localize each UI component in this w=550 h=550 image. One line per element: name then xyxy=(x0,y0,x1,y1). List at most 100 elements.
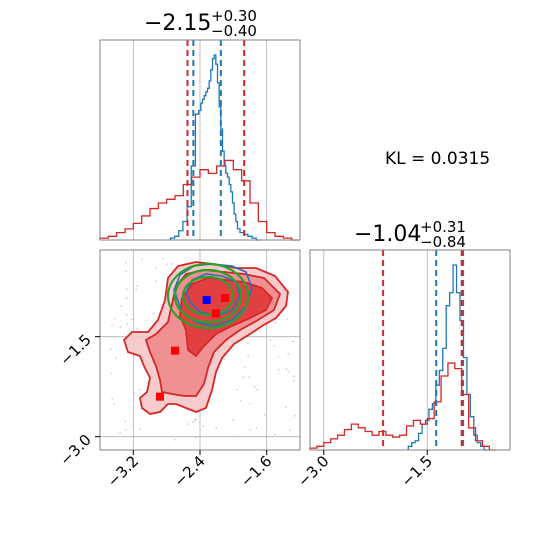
scatter-sample xyxy=(174,438,176,441)
scatter-sample xyxy=(126,314,128,317)
bottom-right-x-ticks: −3.0 −1.5 xyxy=(294,450,436,491)
scatter-sample xyxy=(269,339,272,342)
scatter-sample xyxy=(293,379,295,382)
top-left-title-value: −2.15 xyxy=(144,11,211,36)
top-left-hist-series-0 xyxy=(169,54,261,241)
scatter-sample xyxy=(125,270,127,273)
scatter-sample xyxy=(243,366,246,369)
scatter-sample xyxy=(239,399,242,402)
scatter-sample xyxy=(286,318,289,320)
top-left-title-upper: +0.30 xyxy=(211,7,257,25)
green-contour-inner xyxy=(181,275,235,317)
scatter-sample xyxy=(136,327,138,330)
scatter-sample xyxy=(293,375,295,378)
scatter-sample xyxy=(135,288,137,291)
scatter-sample xyxy=(166,263,168,266)
red-marker-4 xyxy=(156,392,164,401)
scatter-sample xyxy=(110,348,112,350)
scatter-sample xyxy=(247,342,249,345)
scatter-sample xyxy=(285,368,288,370)
scatter-sample xyxy=(124,429,127,431)
bottom-left-panel: −3.2 −2.4 −1.6 −1.5 −3.0 xyxy=(56,249,301,491)
bottom-left-y-ticks: −1.5 −3.0 xyxy=(56,331,100,469)
bottom-right-title-upper: +0.31 xyxy=(420,218,466,236)
scatter-sample xyxy=(171,263,173,265)
bottom-left-ytick-label-0: −1.5 xyxy=(56,331,94,369)
scatter-sample xyxy=(215,427,218,429)
scatter-sample xyxy=(125,296,128,299)
bottom-right-xtick-label-1: −1.5 xyxy=(398,452,436,490)
red-marker-1 xyxy=(221,294,229,302)
scatter-sample xyxy=(119,431,121,434)
scatter-sample xyxy=(232,418,234,421)
scatter-sample xyxy=(255,427,258,429)
bottom-left-x-ticks: −3.2 −2.4 −1.6 xyxy=(104,450,275,491)
bottom-right-quantile-lines xyxy=(382,250,465,450)
scatter-sample xyxy=(194,436,197,439)
scatter-sample xyxy=(254,386,256,388)
scatter-sample xyxy=(232,348,234,351)
top-left-frame xyxy=(99,39,301,241)
scatter-sample xyxy=(285,406,287,409)
scatter-sample xyxy=(120,305,123,308)
scatter-sample xyxy=(124,420,127,423)
scatter-sample xyxy=(263,413,266,416)
scatter-sample xyxy=(113,403,115,406)
scatter-sample xyxy=(110,372,113,375)
bottom-right-frame xyxy=(309,249,511,451)
bottom-left-markers xyxy=(156,294,229,401)
scatter-sample xyxy=(125,261,127,264)
scatter-sample xyxy=(202,425,204,428)
scatter-sample xyxy=(136,285,139,287)
kl-annotation: KL = 0.0315 xyxy=(385,149,490,169)
bottom-right-grid xyxy=(323,250,428,450)
scatter-sample xyxy=(242,376,245,378)
top-left-grid xyxy=(132,40,268,240)
scatter-sample xyxy=(187,423,189,426)
top-left-title-lower: −0.40 xyxy=(211,22,257,40)
scatter-sample xyxy=(249,429,252,431)
scatter-sample xyxy=(274,433,276,435)
scatter-sample xyxy=(138,388,141,391)
top-left-hist-series-1 xyxy=(99,159,300,241)
top-left-quantile-lines xyxy=(186,40,246,240)
scatter-sample xyxy=(248,376,250,379)
scatter-sample xyxy=(192,421,194,423)
scatter-sample xyxy=(248,402,251,405)
scatter-sample xyxy=(155,280,157,283)
scatter-sample xyxy=(139,428,142,430)
scatter-sample xyxy=(140,258,143,261)
scatter-sample xyxy=(289,429,291,432)
scatter-sample xyxy=(111,397,114,400)
blue-marker-0 xyxy=(202,296,211,304)
scatter-sample xyxy=(292,340,294,343)
green-contour-middle xyxy=(173,268,243,324)
bottom-left-density xyxy=(110,258,296,441)
bottom-left-xtick-label-0: −3.2 xyxy=(104,452,142,490)
scatter-sample xyxy=(195,418,197,420)
scatter-sample xyxy=(287,353,290,355)
scatter-sample xyxy=(274,321,276,324)
scatter-sample xyxy=(111,324,113,327)
top-left-histograms xyxy=(99,54,300,241)
bottom-right-title-value: −1.04 xyxy=(354,222,421,247)
bottom-left-xtick-label-2: −1.6 xyxy=(237,452,275,490)
green-contour-outer xyxy=(166,262,250,330)
scatter-sample xyxy=(132,330,135,332)
scatter-sample xyxy=(130,318,133,321)
scatter-sample xyxy=(194,419,197,421)
scatter-sample xyxy=(247,355,250,358)
scatter-sample xyxy=(273,345,276,347)
scatter-sample xyxy=(277,368,280,371)
scatter-sample xyxy=(119,326,122,328)
scatter-sample xyxy=(152,312,155,315)
bottom-right-panel: −3.0 −1.5 −1.04 +0.31 −0.84 xyxy=(294,218,511,491)
bottom-right-xtick-label-0: −3.0 xyxy=(294,452,332,490)
red-marker-3 xyxy=(171,346,179,355)
scatter-sample xyxy=(277,355,280,358)
scatter-sample xyxy=(236,388,238,391)
scatter-sample xyxy=(155,267,157,270)
scatter-sample xyxy=(126,323,129,325)
scatter-sample xyxy=(115,357,117,359)
scatter-sample xyxy=(133,392,136,395)
